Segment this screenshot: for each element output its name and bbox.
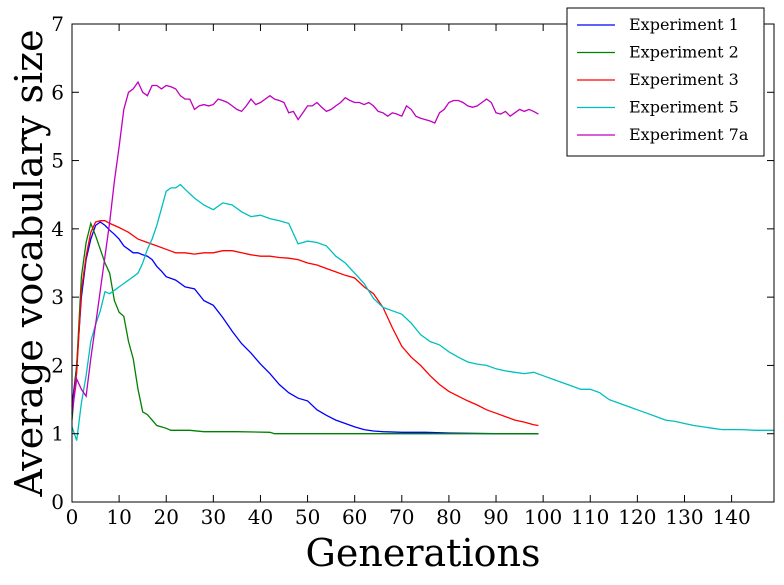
y-tick-label: 4 — [51, 217, 64, 241]
series-line-experiment-1 — [71, 221, 539, 435]
x-tick-label: 40 — [248, 505, 273, 529]
plot-frame — [71, 23, 775, 503]
legend-label: Experiment 7a — [629, 125, 749, 144]
x-tick-label: 60 — [342, 505, 367, 529]
x-tick-label: 110 — [571, 505, 609, 529]
y-tick-label: 1 — [51, 422, 64, 446]
x-tick-label: 90 — [483, 505, 508, 529]
x-tick-label: 80 — [436, 505, 461, 529]
x-tick-label: 20 — [154, 505, 179, 529]
x-tick-label: 130 — [665, 505, 703, 529]
legend-label: Experiment 3 — [629, 70, 739, 89]
y-axis-ticks: 0 1 2 3 4 5 6 7 — [51, 12, 774, 514]
y-tick-label: 3 — [51, 285, 64, 309]
series-line-experiment-2 — [71, 221, 539, 435]
y-tick-label: 0 — [51, 490, 64, 514]
x-axis-ticks: 0 10 20 30 40 50 60 70 80 90 100 110 120 130 140 — [66, 24, 751, 529]
legend-label: Experiment 1 — [629, 15, 739, 34]
x-tick-label: 120 — [618, 505, 656, 529]
y-tick-label: 6 — [51, 80, 64, 104]
y-tick-label: 5 — [51, 149, 64, 173]
x-tick-label: 70 — [389, 505, 414, 529]
y-tick-label: 2 — [51, 353, 64, 377]
series-line-experiment-3 — [71, 220, 539, 427]
series-line-experiment-5 — [71, 183, 774, 441]
legend: Experiment 1 Experiment 2 Experiment 3 Expe… — [566, 7, 765, 157]
plot-lines — [71, 80, 774, 441]
x-axis-title: Generations — [306, 531, 541, 575]
y-axis-title: Average vocabulary size — [7, 29, 51, 497]
legend-box — [566, 7, 765, 157]
x-tick-label: 10 — [106, 505, 131, 529]
y-tick-label: 7 — [51, 12, 64, 36]
x-tick-label: 30 — [201, 505, 226, 529]
x-tick-label: 50 — [295, 505, 320, 529]
x-tick-label: 140 — [713, 505, 751, 529]
legend-label: Experiment 5 — [629, 98, 739, 117]
legend-label: Experiment 2 — [629, 43, 739, 62]
x-tick-label: 100 — [524, 505, 562, 529]
x-tick-label: 0 — [66, 505, 79, 529]
series-line-experiment-7a — [71, 80, 539, 414]
